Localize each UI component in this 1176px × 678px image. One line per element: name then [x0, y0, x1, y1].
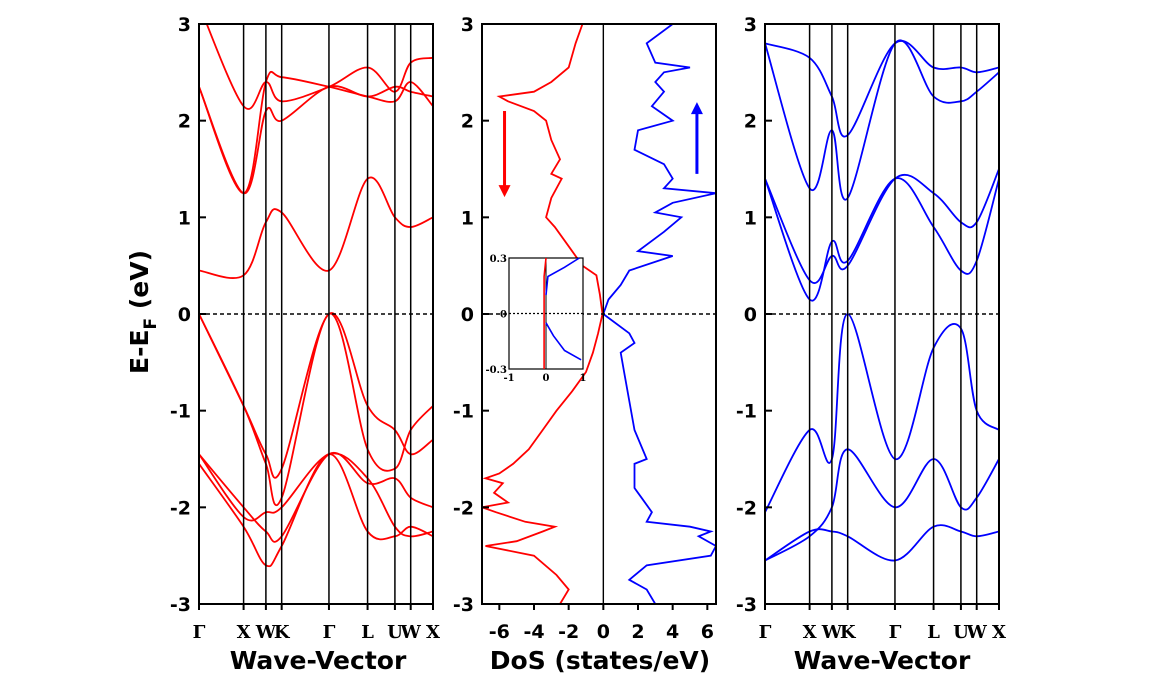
y-tick-label: 1: [178, 207, 191, 229]
y-tick-label: 3: [744, 14, 757, 36]
y-tick-label: 2: [461, 111, 474, 133]
inset-y-tick-label: -0.3: [485, 365, 507, 376]
dos-x-axis-label: DoS (states/eV): [490, 646, 710, 675]
spin-up-band-line: [765, 177, 999, 302]
kpoint-label: W: [255, 622, 277, 643]
spin-down-band-line: [199, 85, 433, 195]
spin-down-band-line: [199, 176, 433, 279]
spin-up-band-line: [765, 168, 999, 284]
kpoint-label: U: [953, 622, 969, 643]
dos-curves: [482, 24, 716, 604]
spin-down-arrow-head: [498, 185, 511, 198]
inset-y-tick-label: 0.3: [490, 254, 507, 265]
y-tick-label: 3: [461, 14, 474, 36]
spin-up-bands: [765, 39, 999, 562]
y-tick-label: -1: [170, 401, 191, 423]
y-tick-label: -3: [736, 594, 757, 616]
spin-up-band-line: [765, 313, 999, 513]
y-tick-label: 0: [744, 304, 757, 326]
dos-x-tick-label: 4: [666, 621, 679, 643]
kpoint-label: W: [966, 622, 988, 643]
dos-x-tick-label: 0: [597, 621, 610, 643]
inset-x-tick-label: -1: [503, 373, 514, 384]
kpoint-label: Γ: [193, 622, 206, 643]
y-tick-label: 2: [178, 111, 191, 133]
kpoint-label: U: [387, 622, 403, 643]
inset-spin-up-line-lower: [545, 322, 582, 361]
kpoint-label: W: [400, 622, 422, 643]
y-tick-label: 0: [178, 304, 191, 326]
y-tick-label: -1: [736, 401, 757, 423]
inset-spin-up-line-upper: [545, 257, 580, 296]
spin-down-band-line: [199, 312, 433, 479]
kpoint-label: X: [237, 622, 251, 643]
kpoint-label: Γ: [759, 622, 772, 643]
inset-spin-down-line: [543, 257, 547, 369]
spin-up-band-line: [765, 40, 999, 138]
kpoint-label: X: [992, 622, 1006, 643]
y-tick-label: -3: [453, 594, 474, 616]
y-tick-label: 3: [178, 14, 191, 36]
dos-x-tick-label: -4: [523, 621, 544, 643]
dos-x-tick-label: 6: [701, 621, 714, 643]
left-x-axis-label: Wave-Vector: [230, 646, 407, 675]
kpoint-label: W: [821, 622, 843, 643]
y-tick-label: -2: [736, 497, 757, 519]
inset-x-tick-label: 0: [543, 373, 550, 384]
y-tick-label: 0: [461, 304, 474, 326]
kpoint-label: X: [426, 622, 440, 643]
kpoint-label: Γ: [323, 622, 336, 643]
y-axis-label: E-EF (eV): [125, 250, 161, 374]
kpoint-label: L: [927, 622, 940, 643]
y-axis-label-sub: F: [141, 318, 161, 330]
right-x-axis-label: Wave-Vector: [794, 646, 971, 675]
y-tick-label: 2: [744, 111, 757, 133]
spin-down-bands: [199, 24, 433, 568]
kpoint-label: Γ: [889, 622, 902, 643]
y-tick-label: -3: [170, 594, 191, 616]
inset-x-tick-label: 1: [580, 373, 587, 384]
y-tick-label: -2: [453, 497, 474, 519]
spin-up-band-line: [765, 448, 999, 562]
kpoint-label: X: [803, 622, 817, 643]
spin-up-dos-line: [602, 24, 716, 604]
y-tick-label: -2: [170, 497, 191, 519]
spin-down-dos-line: [482, 24, 604, 604]
y-tick-label: 1: [461, 207, 474, 229]
y-tick-label: -1: [453, 401, 474, 423]
y-tick-label: 1: [744, 207, 757, 229]
kpoint-label: K: [840, 622, 857, 643]
dos-x-tick-label: 2: [631, 621, 644, 643]
y-axis-label-main: E-E: [125, 329, 154, 374]
y-axis-label-unit: (eV): [125, 250, 154, 318]
spin-down-band-line: [199, 313, 433, 507]
inset-y-tick-label: 0: [500, 310, 507, 321]
inset-plot: 0.3 0 -0.3-1 0 1: [485, 254, 586, 384]
kpoint-label: K: [274, 622, 291, 643]
dos-x-tick-label: -6: [489, 621, 510, 643]
kpoint-label: L: [361, 622, 374, 643]
dos-x-tick-label: -2: [558, 621, 579, 643]
spin-up-arrow-head: [690, 102, 703, 115]
